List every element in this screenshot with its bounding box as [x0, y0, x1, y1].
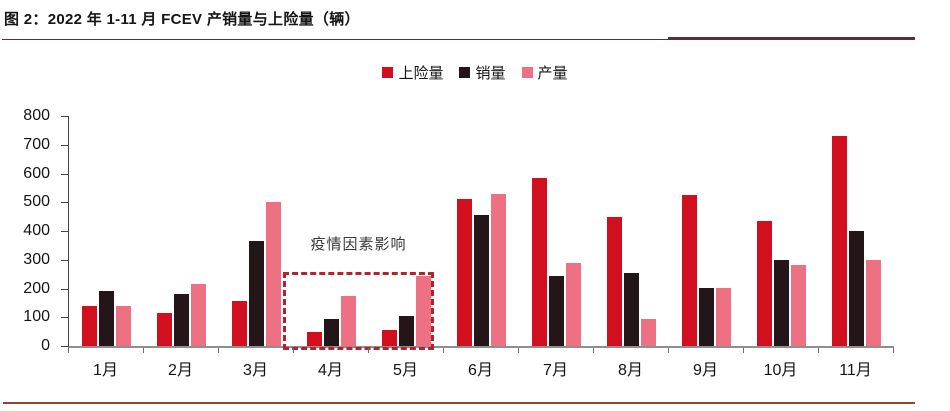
- x-axis-label-2月: 2月: [168, 362, 193, 379]
- title-underline-accent: [668, 37, 915, 40]
- legend-item-chanliang: 产量: [521, 62, 568, 83]
- bar-产量-7月: [566, 263, 581, 346]
- bar-上险量-9月: [682, 195, 697, 346]
- bar-产量-3月: [266, 202, 281, 346]
- legend-item-shangxianliang: 上险量: [382, 62, 443, 83]
- y-axis-tick-label: 200: [23, 279, 50, 297]
- bar-产量-9月: [716, 288, 731, 346]
- legend-label: 产量: [537, 65, 568, 82]
- y-axis-tick-label: 500: [23, 193, 50, 211]
- y-axis-tick-mark: [61, 202, 68, 204]
- figure-title: 图 2：2022 年 1-11 月 FCEV 产销量与上险量（辆）: [4, 11, 360, 28]
- bar-产量-11月: [866, 260, 881, 346]
- annotation-dashed-box: [283, 272, 434, 350]
- y-axis-tick-mark: [61, 231, 68, 232]
- x-axis-tick-mark: [518, 348, 519, 353]
- legend-swatch-pink-icon: [521, 67, 533, 78]
- y-axis-tick-label: 300: [23, 250, 50, 268]
- bar-销量-8月: [624, 273, 639, 346]
- bar-上险量-7月: [532, 178, 547, 346]
- x-axis-label-11月: 11月: [839, 362, 872, 379]
- x-axis-label-3月: 3月: [243, 362, 268, 379]
- x-axis-tick-mark: [593, 348, 594, 353]
- bar-产量-10月: [791, 265, 806, 346]
- y-axis-tick-mark: [61, 259, 68, 261]
- x-axis-label-10月: 10月: [763, 362, 798, 379]
- legend-label: 销量: [475, 65, 506, 82]
- bar-销量-9月: [699, 288, 714, 346]
- x-axis-tick-mark: [743, 348, 744, 353]
- y-axis-tick-label: 700: [23, 135, 50, 153]
- x-axis-tick-mark: [668, 348, 669, 353]
- bar-上险量-6月: [457, 199, 472, 346]
- y-axis-tick-mark: [61, 116, 68, 117]
- y-axis-tick-label: 0: [41, 337, 50, 354]
- x-axis-tick-mark: [218, 348, 219, 353]
- x-axis-label-6月: 6月: [468, 362, 493, 379]
- bar-上险量-10月: [757, 221, 772, 346]
- y-axis-tick-mark: [61, 317, 68, 319]
- x-axis-tick-mark: [368, 348, 369, 353]
- chart-legend: 上险量 销量 产量: [0, 62, 950, 83]
- legend-item-xiaoliang: 销量: [459, 62, 506, 83]
- bar-上险量-4月: [307, 332, 322, 346]
- y-axis-tick-label: 400: [23, 222, 50, 239]
- plot-area: [68, 116, 894, 348]
- x-axis-tick-mark: [143, 348, 144, 353]
- bar-上险量-8月: [607, 217, 622, 346]
- bar-上险量-2月: [157, 313, 172, 346]
- y-axis-tick-mark: [61, 346, 68, 347]
- bar-产量-2月: [191, 284, 206, 346]
- x-axis-label-1月: 1月: [93, 362, 118, 379]
- x-axis-tick-mark: [293, 348, 294, 353]
- bar-产量-5月: [416, 276, 431, 346]
- bar-销量-10月: [774, 260, 789, 346]
- legend-swatch-black-icon: [459, 67, 471, 78]
- x-axis-label-5月: 5月: [393, 362, 418, 379]
- bar-销量-3月: [249, 241, 264, 346]
- x-axis-tick-mark: [443, 348, 444, 353]
- bar-销量-4月: [324, 319, 339, 346]
- bar-上险量-1月: [82, 306, 97, 346]
- title-underline: [2, 39, 915, 40]
- bar-销量-5月: [399, 316, 414, 346]
- bar-销量-7月: [549, 276, 564, 346]
- bar-产量-1月: [116, 306, 131, 346]
- bar-上险量-3月: [232, 301, 247, 346]
- bar-上险量-11月: [832, 136, 847, 346]
- x-axis-tick-mark: [893, 348, 894, 353]
- bar-销量-6月: [474, 215, 489, 346]
- x-axis-label-7月: 7月: [543, 362, 568, 379]
- annotation-label: 疫情因素影响: [310, 236, 407, 253]
- x-axis-label-4月: 4月: [318, 362, 343, 379]
- bar-产量-8月: [641, 319, 656, 346]
- y-axis-tick-mark: [61, 173, 68, 175]
- y-axis-tick-mark: [61, 144, 68, 146]
- bar-上险量-5月: [382, 330, 397, 346]
- bar-销量-1月: [99, 291, 114, 346]
- bar-产量-4月: [341, 296, 356, 346]
- y-axis-tick-mark: [61, 288, 68, 290]
- y-axis-tick-label: 600: [23, 164, 50, 182]
- legend-swatch-red-icon: [382, 67, 394, 78]
- x-axis-tick-mark: [68, 348, 69, 353]
- y-axis-tick-label: 800: [23, 107, 50, 124]
- bar-产量-6月: [491, 194, 506, 346]
- bar-销量-11月: [849, 231, 864, 346]
- figure-bottom-rule: [3, 402, 915, 404]
- x-axis-tick-mark: [818, 348, 819, 353]
- bar-销量-2月: [174, 294, 189, 346]
- x-axis-label-9月: 9月: [693, 362, 718, 379]
- y-axis-tick-label: 100: [23, 308, 50, 326]
- legend-label: 上险量: [398, 65, 444, 82]
- x-axis-label-8月: 8月: [618, 362, 643, 379]
